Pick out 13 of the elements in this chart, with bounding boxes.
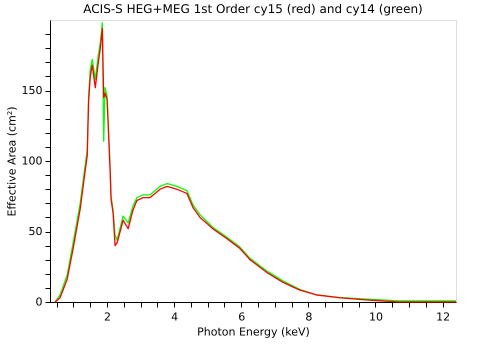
x-tick-label: 6 — [238, 310, 246, 324]
x-axis-title: Photon Energy (keV) — [197, 326, 310, 338]
y-tick-label: 100 — [22, 154, 42, 168]
x-tick-label: 8 — [305, 310, 312, 324]
x-tick-label: 4 — [171, 310, 178, 324]
x-tick-label: 10 — [368, 310, 383, 324]
y-tick-label: 50 — [28, 225, 42, 238]
x-tick-label: 2 — [104, 310, 112, 324]
x-tick-label: 12 — [436, 310, 450, 324]
y-axis-title: Effective Area (cm²) — [6, 106, 19, 217]
chart-title: ACIS-S HEG+MEG 1st Order cy15 (red) and cy14 (green) — [83, 2, 423, 16]
y-tick-label: 0 — [36, 296, 42, 308]
y-tick-label: 150 — [22, 84, 42, 97]
